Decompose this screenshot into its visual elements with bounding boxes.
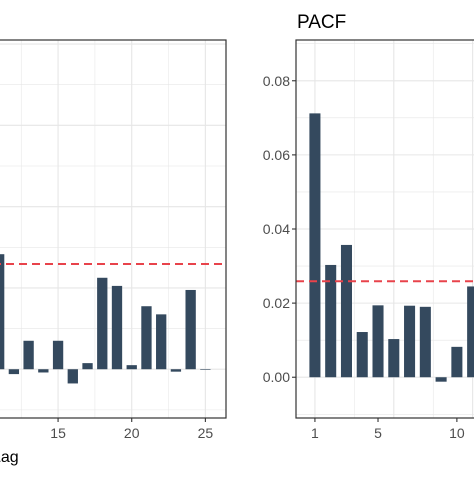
panel-border-0 (0, 39, 227, 419)
x-tick-label: 15 (50, 425, 66, 441)
x-tick-label: 1 (311, 425, 319, 441)
bar-lag-6 (388, 339, 400, 378)
bar-lag-21 (141, 306, 152, 370)
bar-lag-2 (325, 264, 337, 378)
bar-lag-22 (156, 314, 167, 370)
bar-lag-24 (185, 289, 196, 370)
y-tick-label: 0.06 (263, 147, 290, 163)
bar-lag-8 (419, 306, 431, 378)
bar-lag-11 (0, 254, 5, 370)
bar-lag-10 (451, 346, 463, 378)
bar-lag-13 (23, 340, 34, 370)
bar-lag-14 (38, 369, 49, 373)
bar-lag-1 (309, 113, 321, 378)
x-tick-label: 20 (124, 425, 140, 441)
bar-lag-7 (404, 305, 416, 378)
x-tick-label: 10 (449, 425, 465, 441)
chart-title: PACF (297, 12, 346, 33)
y-tick-label: 0.04 (263, 221, 290, 237)
x-tick-label: 5 (374, 425, 382, 441)
bar-lag-20 (126, 365, 137, 370)
bar-lag-3 (340, 244, 352, 378)
bar-lag-19 (111, 285, 123, 370)
bar-lag-16 (67, 369, 78, 384)
bar-lag-23 (170, 369, 182, 372)
y-tick-label: 0.00 (263, 369, 290, 385)
bar-lag-9 (435, 377, 447, 382)
y-tick-label: 0.08 (263, 73, 290, 89)
bar-lag-5 (372, 305, 384, 378)
bar-lag-12 (8, 369, 20, 375)
bar-lag-4 (356, 332, 368, 378)
y-tick-label: 0.02 (263, 295, 290, 311)
x-tick-label: 25 (198, 425, 214, 441)
bar-lag-15 (52, 340, 64, 370)
x-axis-label: Lag (0, 449, 19, 466)
bar-lag-25 (200, 369, 211, 370)
bar-lag-17 (82, 363, 93, 370)
bar-lag-18 (97, 277, 108, 370)
bar-lag-11 (467, 286, 474, 378)
